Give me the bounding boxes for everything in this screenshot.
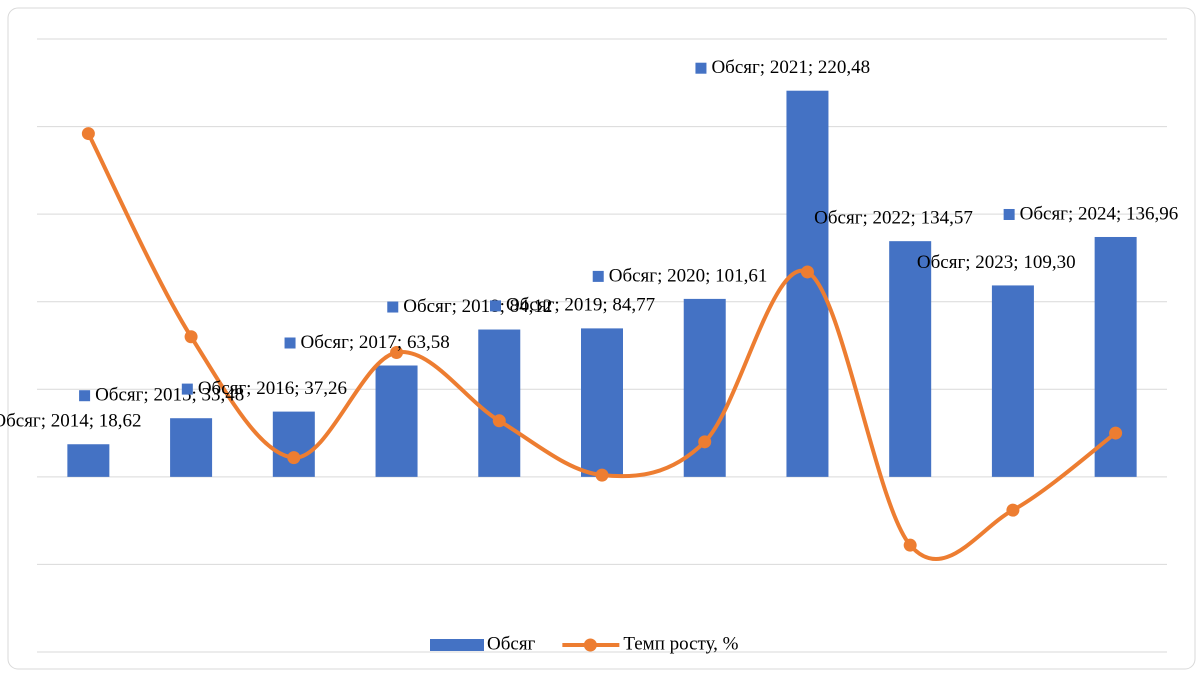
label-marker — [900, 257, 912, 269]
data-label: Обсяг; 2021; 220,48 — [711, 57, 870, 78]
line-point — [800, 265, 814, 279]
label-marker — [79, 390, 91, 402]
legend-label: Темп росту, % — [623, 633, 738, 654]
bar — [272, 411, 315, 477]
data-label: Обсяг; 2020; 101,61 — [609, 265, 768, 286]
bar — [478, 329, 521, 477]
line-point — [390, 346, 404, 360]
label-marker — [798, 213, 810, 225]
data-label: Обсяг; 2017; 63,58 — [301, 332, 450, 353]
data-label: Обсяг; 2023; 109,30 — [917, 252, 1076, 273]
line-point — [492, 414, 506, 428]
label-marker — [695, 62, 707, 74]
label-marker — [490, 300, 501, 312]
label-marker — [387, 301, 399, 313]
data-label: Обсяг; 2016; 37,26 — [198, 378, 347, 399]
label-marker — [1003, 208, 1015, 220]
bar — [683, 298, 726, 477]
line-point — [1109, 426, 1123, 440]
label-marker — [592, 270, 604, 282]
data-label: Обсяг; 2018; 84,12 — [403, 296, 552, 317]
bar — [786, 90, 829, 477]
line-point — [184, 330, 198, 344]
legend-swatch-point — [583, 638, 597, 652]
data-label: Обсяг; 2019; 84,77 — [506, 295, 655, 316]
bar — [581, 328, 623, 477]
data-label: Обсяг; 2014; 18,62 — [0, 411, 142, 432]
line-point — [81, 127, 95, 141]
legend-label: Обсяг — [487, 633, 536, 654]
line-point — [1006, 503, 1020, 517]
data-label: Обсяг; 2022; 134,57 — [814, 208, 973, 229]
line-point — [698, 435, 712, 449]
bar — [1094, 236, 1137, 477]
label-marker — [284, 337, 296, 349]
line-point — [287, 451, 301, 465]
bar — [375, 365, 418, 477]
bar — [170, 418, 213, 477]
data-label: Обсяг; 2024; 136,96 — [1020, 203, 1179, 224]
legend-swatch — [430, 639, 484, 651]
data-label: Обсяг; 2015; 33,48 — [95, 385, 244, 406]
line-point — [595, 468, 609, 482]
bar — [991, 285, 1034, 477]
bar — [67, 444, 110, 477]
line-point — [903, 538, 917, 552]
bar — [889, 241, 932, 477]
label-marker — [181, 383, 193, 395]
